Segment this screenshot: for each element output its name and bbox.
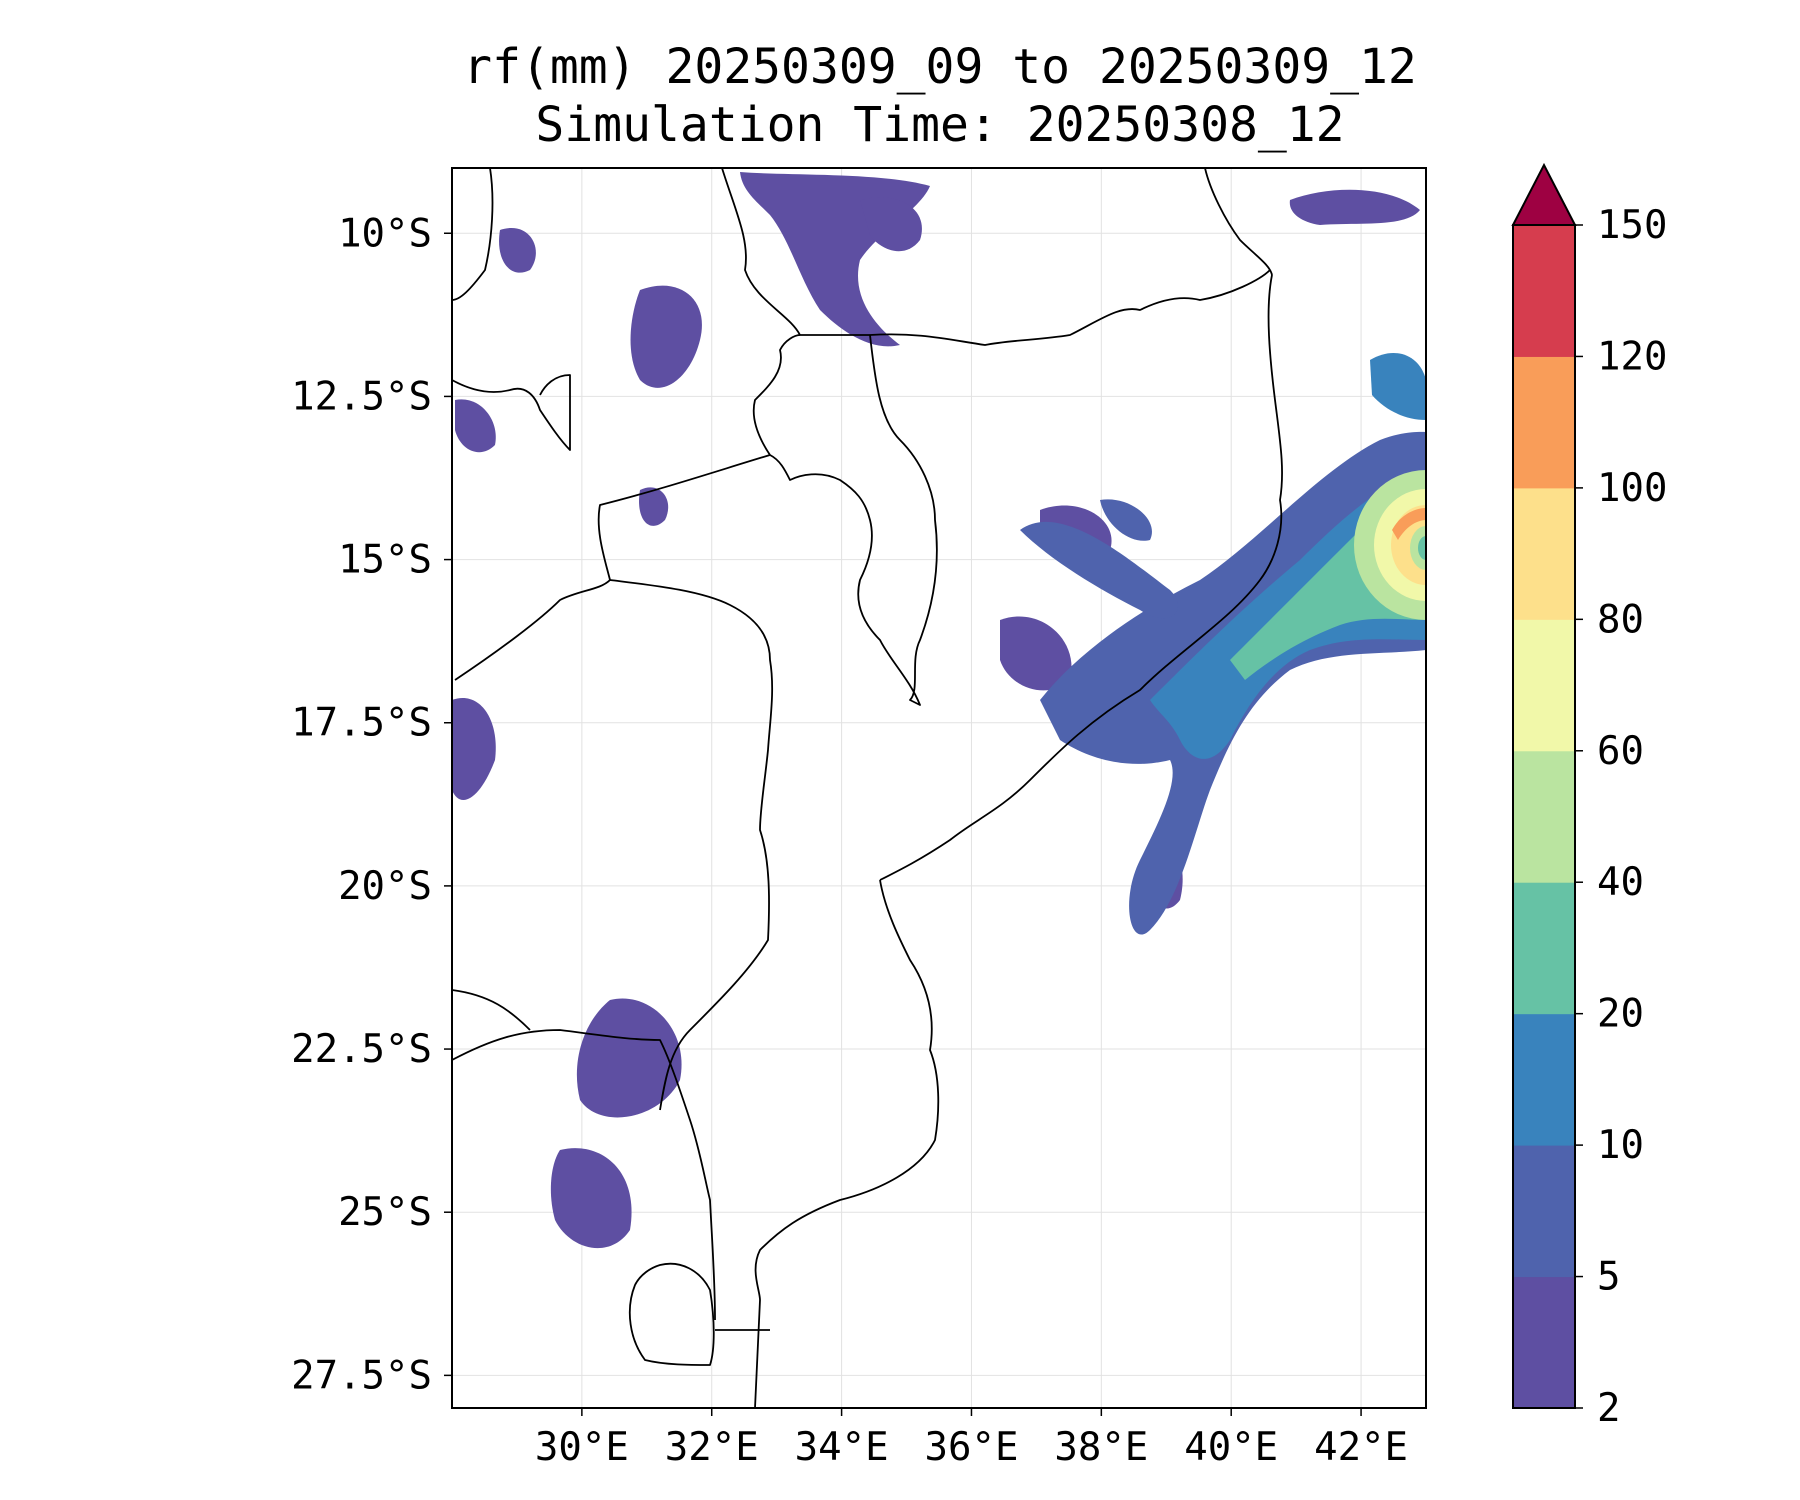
cyclone-rainband-north <box>1370 352 1426 420</box>
border-zambia-mozambique <box>597 454 771 581</box>
colorbar-level-label: 100 <box>1597 466 1667 511</box>
rain-patch-central-2 <box>1000 616 1072 691</box>
border-malawi-west <box>752 334 801 456</box>
lon-tick-label: 30°E <box>535 1425 629 1470</box>
lat-tick-label: 17.5°S <box>291 701 432 746</box>
colorbar-segment-6 <box>1513 487 1575 620</box>
cyclone-rainband-streaks <box>1020 499 1179 619</box>
lat-tick-label: 15°S <box>338 538 432 583</box>
map-title: rf(mm) 20250309_09 to 20250309_12 Simula… <box>300 38 1580 154</box>
lat-tick-label: 22.5°S <box>291 1027 432 1072</box>
colorbar-level-label: 150 <box>1597 203 1667 248</box>
border-drc-north <box>452 168 494 301</box>
rain-patch-south-2 <box>550 1148 632 1249</box>
rain-patch-west-3 <box>455 399 496 453</box>
lon-tick-label: 38°E <box>1054 1425 1148 1470</box>
lon-tick-label: 40°E <box>1184 1425 1278 1470</box>
colorbar-frame <box>1512 224 1576 1409</box>
border-zambia-malawi <box>721 168 870 336</box>
colorbar-segment-4 <box>1513 750 1575 883</box>
gridlines <box>452 168 1426 1408</box>
rain-patch-north-east <box>860 197 922 252</box>
border-tanzania-coast <box>1204 168 1273 276</box>
lat-tick-label: 27.5°S <box>291 1353 432 1398</box>
coastline-mozambique-south <box>754 879 940 1408</box>
border-zimbabwe-mozambique <box>609 579 774 1111</box>
colorbar-extend-arrow <box>1511 162 1577 226</box>
border-botswana-zimbabwe <box>452 989 531 1031</box>
colorbar-segment-2 <box>1513 1013 1575 1146</box>
rain-patch-west-edge <box>452 698 496 800</box>
plot-frame <box>451 167 1427 1409</box>
lon-tick-label: 36°E <box>925 1425 1019 1470</box>
lat-tick-label: 10°S <box>338 211 432 256</box>
colorbar-segment-8 <box>1513 225 1575 357</box>
cyclone-eye-center <box>1418 536 1426 560</box>
title-line-2: Simulation Time: 20250308_12 <box>535 97 1345 153</box>
lat-tick-label: 12.5°S <box>291 374 432 419</box>
title-line-1: rf(mm) 20250309_09 to 20250309_12 <box>463 39 1417 95</box>
colorbar-segment-5 <box>1513 619 1575 752</box>
lon-tick-label: 42°E <box>1314 1425 1408 1470</box>
rain-patch-west-1 <box>630 285 702 388</box>
colorbar-level-label: 10 <box>1597 1123 1644 1168</box>
lon-tick-label: 32°E <box>665 1425 759 1470</box>
border-drc-zambia <box>452 374 571 451</box>
border-southafrica-north <box>452 1029 716 1321</box>
colorbar-level-label: 2 <box>1597 1386 1620 1431</box>
border-eswatini <box>628 1262 715 1366</box>
colorbar-segment-3 <box>1513 882 1575 1015</box>
coastline-mozambique-north <box>879 274 1283 881</box>
rain-patch-south-1 <box>576 998 682 1118</box>
colorbar-level-label: 40 <box>1597 860 1644 905</box>
border-tanzania-mozambique <box>869 269 1271 346</box>
colorbar-level-label: 80 <box>1597 597 1644 642</box>
colorbar-segment-1 <box>1513 1145 1575 1278</box>
lon-tick-label: 34°E <box>795 1425 889 1470</box>
cyclone-ring-100-120 <box>1392 508 1426 540</box>
axis-ticks: 30°E 32°E 34°E 36°E 38°E 40°E 42°E 10°S 12.5°S 15… <box>291 211 1408 1470</box>
colorbar: 2 5 10 20 40 60 80 100 120 150 <box>1511 162 1667 1431</box>
colorbar-level-label: 20 <box>1597 992 1644 1037</box>
colorbar-level-label: 60 <box>1597 729 1644 774</box>
rain-patch-west-2 <box>499 228 536 273</box>
border-zambia-zimbabwe <box>454 579 611 681</box>
border-malawi-lake <box>769 334 938 706</box>
colorbar-segment-7 <box>1513 356 1575 489</box>
country-borders <box>452 168 1283 1408</box>
lat-tick-label: 20°S <box>338 864 432 909</box>
colorbar-level-label: 5 <box>1597 1255 1620 1300</box>
rain-patch-east-sea <box>1289 189 1420 225</box>
colorbar-level-label: 120 <box>1597 334 1667 379</box>
rainfall-light-patches <box>452 172 1420 1249</box>
colorbar-segment-0 <box>1513 1276 1575 1409</box>
lat-tick-label: 25°S <box>338 1190 432 1235</box>
rain-patch-west-4 <box>639 487 669 526</box>
